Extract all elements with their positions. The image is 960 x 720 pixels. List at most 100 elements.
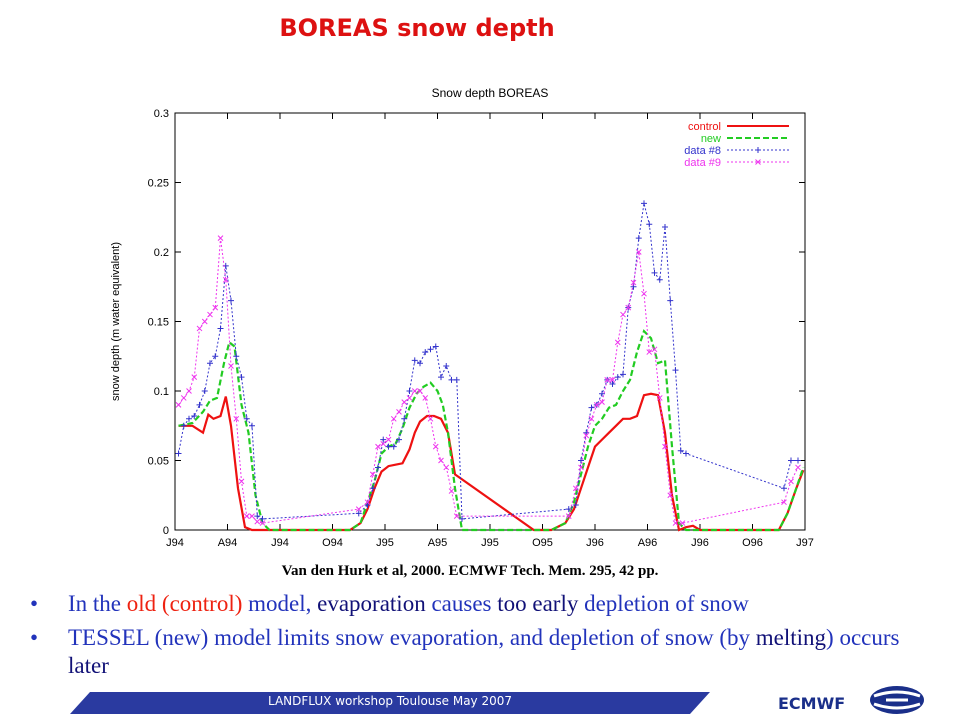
x-tick-label: J95 bbox=[376, 537, 394, 549]
bullet-dot: • bbox=[30, 625, 39, 650]
x-tick-label: J95 bbox=[481, 537, 499, 549]
data-point bbox=[417, 388, 423, 394]
data-point bbox=[411, 357, 418, 364]
data-point bbox=[459, 515, 465, 522]
bullet-segment: depletion of snow bbox=[578, 591, 749, 616]
data-point bbox=[422, 395, 429, 401]
org-name: ECMWF bbox=[778, 694, 846, 713]
data-point bbox=[249, 422, 255, 429]
y-axis-label: snow depth (m water equivalent) bbox=[110, 242, 122, 401]
y-tick-label: 0.2 bbox=[154, 247, 169, 259]
data-point bbox=[788, 457, 794, 464]
data-point bbox=[380, 440, 387, 447]
data-point bbox=[369, 485, 376, 492]
data-point bbox=[191, 413, 198, 420]
data-point bbox=[578, 457, 584, 464]
data-point bbox=[201, 388, 208, 394]
data-point bbox=[565, 513, 572, 519]
data-point bbox=[355, 506, 362, 513]
data-point bbox=[233, 353, 240, 360]
bullet-text: In the old (control) model, evaporation … bbox=[68, 591, 749, 616]
legend-marker bbox=[755, 147, 761, 153]
bullet-segment: In the bbox=[68, 591, 127, 616]
data-point bbox=[604, 377, 611, 383]
data-point bbox=[438, 457, 444, 464]
x-tick-label: A94 bbox=[218, 537, 238, 549]
data-point bbox=[233, 415, 240, 422]
data-point bbox=[781, 499, 787, 506]
data-point bbox=[667, 492, 674, 499]
data-point bbox=[254, 518, 261, 525]
y-tick-label: 0.1 bbox=[154, 386, 169, 398]
data-point bbox=[238, 478, 245, 485]
x-tick-label: A96 bbox=[638, 537, 658, 549]
data-point bbox=[401, 415, 408, 422]
data-point bbox=[259, 515, 266, 522]
data-point bbox=[427, 415, 434, 422]
data-point bbox=[788, 478, 794, 485]
data-point bbox=[620, 371, 626, 378]
data-point bbox=[443, 464, 450, 471]
data-point bbox=[243, 513, 250, 519]
data-point bbox=[385, 436, 392, 443]
data-point bbox=[677, 447, 684, 454]
bullet-segment: evaporation bbox=[317, 591, 426, 616]
data-point bbox=[679, 520, 686, 526]
data-point bbox=[417, 360, 423, 367]
data-point bbox=[599, 399, 605, 405]
data-point bbox=[375, 464, 381, 471]
citation: Van den Hurk et al, 2000. ECMWF Tech. Me… bbox=[281, 563, 659, 579]
bullet-segment: later bbox=[68, 653, 109, 678]
x-tick-label: O96 bbox=[742, 537, 763, 549]
data-point bbox=[364, 501, 371, 508]
x-tick-label: J96 bbox=[691, 537, 709, 549]
data-point bbox=[217, 235, 224, 241]
y-tick-label: 0.3 bbox=[154, 108, 169, 120]
data-point bbox=[207, 360, 213, 367]
data-point bbox=[369, 471, 376, 478]
bullet-segment: TESSEL (new) model limits snow evaporati… bbox=[68, 625, 756, 650]
y-tick-label: 0.15 bbox=[148, 317, 169, 329]
data-point bbox=[662, 443, 668, 450]
legend-label: data #9 bbox=[684, 157, 721, 169]
data-point bbox=[646, 221, 653, 228]
data-point bbox=[175, 402, 182, 408]
x-tick-label: O95 bbox=[532, 537, 553, 549]
data-point bbox=[180, 395, 187, 401]
chart-title: Snow depth BOREAS bbox=[432, 86, 549, 100]
data-point bbox=[453, 376, 460, 383]
x-tick-label: J97 bbox=[796, 537, 814, 549]
footer-text: LANDFLUX workshop Toulouse May 2007 bbox=[268, 694, 512, 708]
data-point bbox=[620, 311, 626, 318]
data-point bbox=[364, 499, 371, 506]
bullet-segment: old (control) bbox=[126, 591, 243, 616]
series-line-data-9 bbox=[178, 238, 799, 524]
data-point bbox=[683, 450, 689, 457]
data-point bbox=[201, 318, 208, 325]
data-point bbox=[432, 443, 439, 450]
data-point bbox=[443, 362, 450, 369]
data-point bbox=[396, 436, 402, 443]
data-point bbox=[427, 346, 434, 353]
data-point bbox=[588, 415, 595, 422]
bullet-segment: too early bbox=[497, 591, 579, 616]
x-tick-label: J96 bbox=[586, 537, 604, 549]
data-point bbox=[228, 297, 234, 304]
data-point bbox=[599, 390, 605, 397]
data-point bbox=[411, 388, 418, 394]
data-point bbox=[259, 520, 266, 526]
data-point bbox=[432, 343, 439, 350]
data-point bbox=[781, 485, 787, 492]
data-point bbox=[406, 388, 413, 394]
data-point bbox=[191, 374, 198, 380]
x-tick-label: J94 bbox=[271, 537, 289, 549]
data-point bbox=[422, 349, 429, 356]
data-point bbox=[438, 374, 444, 381]
bullet-segment: ) occurs bbox=[826, 625, 900, 650]
data-point bbox=[656, 395, 663, 401]
data-point bbox=[609, 377, 616, 383]
data-point bbox=[401, 399, 408, 405]
data-point bbox=[375, 443, 381, 450]
data-point bbox=[662, 223, 668, 230]
